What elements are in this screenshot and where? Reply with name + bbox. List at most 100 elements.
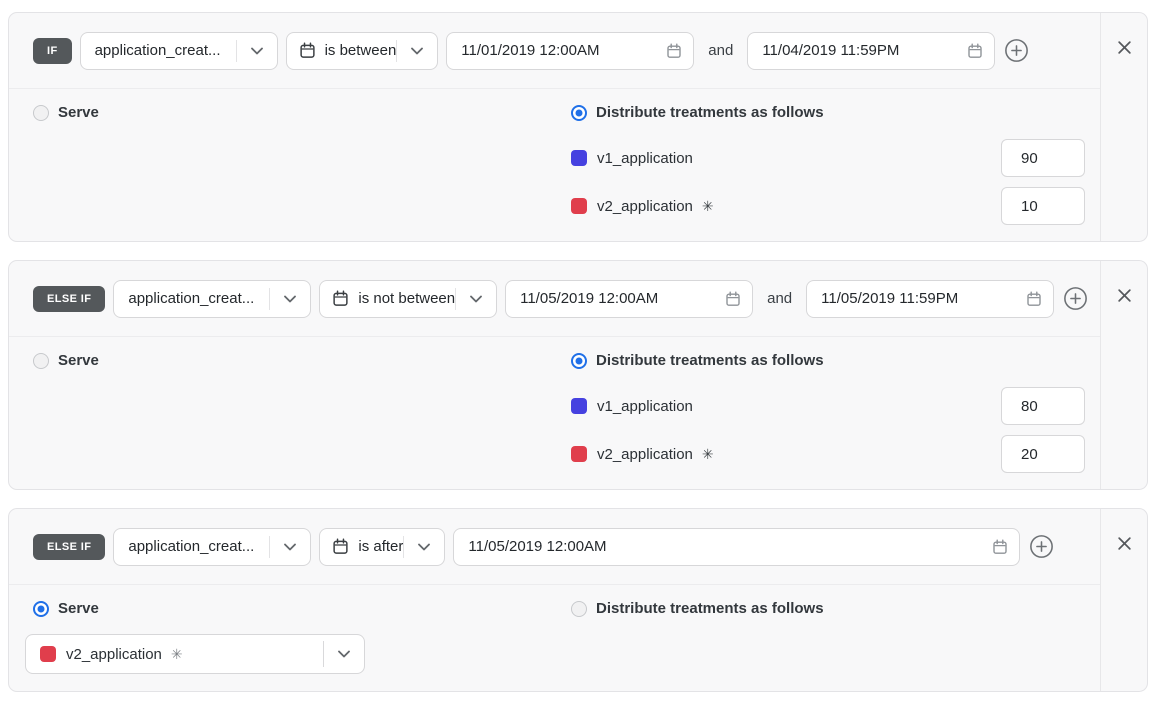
serve-radio[interactable] [33, 352, 49, 369]
targeting-rules-list: IF application_creat... is between [0, 0, 1156, 692]
date-start-input[interactable] [446, 31, 695, 70]
calendar-icon [332, 290, 349, 307]
calendar-icon [332, 538, 349, 555]
treatment-row: v1_application [571, 139, 1085, 177]
serve-radio[interactable] [33, 600, 49, 617]
serve-label: Serve [58, 104, 99, 121]
treatment-name: v2_application [597, 197, 693, 215]
add-condition-button[interactable] [1003, 38, 1029, 64]
distribute-label: Distribute treatments as follows [596, 600, 824, 617]
rule-3-condition-row: ELSE IF application_creat... is after [9, 509, 1100, 585]
dropdown-right [269, 281, 310, 317]
operator-dropdown[interactable]: is between [285, 31, 439, 70]
default-treatment-icon: ✳ [170, 645, 183, 662]
treatment-percentage-input[interactable] [1001, 435, 1085, 473]
operator-dropdown-value: is not between [358, 290, 456, 307]
date-start-input[interactable] [453, 527, 1020, 566]
rule-1-side-strip [1100, 13, 1147, 241]
dropdown-right [323, 635, 364, 673]
treatment-color-swatch [571, 446, 587, 462]
serve-option[interactable]: Serve [33, 104, 99, 121]
rule-2-body: Serve Distribute treatments as follows v… [9, 337, 1100, 489]
serve-option[interactable]: Serve [33, 352, 99, 369]
date-end-field [747, 31, 996, 70]
chevron-down-icon [456, 295, 496, 303]
operator-dropdown-value: is between [324, 42, 397, 59]
delete-rule-button[interactable] [1115, 40, 1133, 58]
add-condition-button[interactable] [1062, 286, 1088, 312]
dropdown-right [396, 33, 437, 69]
rule-1-condition-row: IF application_creat... is between [9, 13, 1100, 89]
treatment-percentage-input[interactable] [1001, 387, 1085, 425]
rule-3-main: ELSE IF application_creat... is after [9, 509, 1100, 691]
operator-dropdown-value: is after [358, 538, 404, 555]
operator-dropdown[interactable]: is after [319, 527, 446, 566]
distribute-radio[interactable] [571, 352, 587, 369]
date-end-input[interactable] [806, 279, 1055, 318]
chevron-down-icon [270, 295, 310, 303]
dropdown-divider [269, 287, 271, 310]
rule-keyword-badge: IF [33, 37, 72, 64]
dropdown-divider [235, 39, 237, 62]
attribute-dropdown[interactable]: application_creat... [113, 527, 312, 566]
rule-card-2: ELSE IF application_creat... is not betw… [8, 260, 1148, 490]
dropdown-divider [396, 39, 398, 62]
delete-rule-button[interactable] [1115, 536, 1133, 554]
chevron-down-icon [270, 543, 310, 551]
serve-treatment-dropdown[interactable]: v2_application ✳ [25, 634, 365, 674]
attribute-dropdown[interactable]: application_creat... [79, 31, 278, 70]
treatment-percentage-input[interactable] [1001, 187, 1085, 225]
default-treatment-icon: ✳ [701, 445, 714, 462]
rule-1-main: IF application_creat... is between [9, 13, 1100, 241]
distribute-radio[interactable] [571, 104, 587, 121]
attribute-dropdown-value: application_creat... [128, 538, 255, 555]
dropdown-divider [323, 641, 324, 667]
attribute-dropdown[interactable]: application_creat... [113, 279, 312, 318]
rule-2-side-strip [1100, 261, 1147, 489]
date-end-input[interactable] [747, 31, 996, 70]
date-start-field [446, 31, 695, 70]
date-start-input[interactable] [505, 279, 754, 318]
date-start-field [453, 527, 1020, 566]
attribute-dropdown-value: application_creat... [128, 290, 255, 307]
treatment-color-swatch [571, 198, 587, 214]
dropdown-right [455, 281, 496, 317]
treatment-name: v2_application [597, 445, 693, 463]
serve-radio[interactable] [33, 104, 49, 121]
treatment-row: v2_application ✳ [571, 187, 1085, 225]
rule-keyword-badge: ELSE IF [33, 533, 106, 560]
and-label: and [708, 42, 734, 59]
date-end-field [806, 279, 1055, 318]
distribute-option[interactable]: Distribute treatments as follows [571, 104, 824, 121]
dropdown-divider [269, 535, 271, 558]
distribute-label: Distribute treatments as follows [596, 352, 824, 369]
dropdown-divider [403, 535, 405, 558]
chevron-down-icon [237, 47, 277, 55]
dropdown-right [269, 529, 310, 565]
distribute-label: Distribute treatments as follows [596, 104, 824, 121]
delete-rule-button[interactable] [1115, 288, 1133, 306]
rule-3-side-strip [1100, 509, 1147, 691]
serve-label: Serve [58, 352, 99, 369]
add-condition-button[interactable] [1028, 534, 1054, 560]
calendar-icon [299, 42, 316, 59]
treatment-row: v1_application [571, 387, 1085, 425]
default-treatment-icon: ✳ [701, 197, 714, 214]
attribute-dropdown-value: application_creat... [94, 42, 221, 59]
dropdown-divider [455, 287, 457, 310]
rule-keyword-badge: ELSE IF [33, 285, 106, 312]
treatment-percentage-input[interactable] [1001, 139, 1085, 177]
distribute-option[interactable]: Distribute treatments as follows [571, 600, 824, 617]
serve-option[interactable]: Serve [33, 600, 99, 617]
rule-2-main: ELSE IF application_creat... is not betw… [9, 261, 1100, 489]
distribute-radio[interactable] [571, 600, 587, 617]
treatment-color-swatch [571, 150, 587, 166]
distribute-option[interactable]: Distribute treatments as follows [571, 352, 824, 369]
serve-label: Serve [58, 600, 99, 617]
treatment-color-swatch [40, 646, 56, 662]
treatment-color-swatch [571, 398, 587, 414]
operator-dropdown[interactable]: is not between [319, 279, 498, 318]
treatment-name: v1_application [597, 397, 693, 415]
chevron-down-icon [404, 543, 444, 551]
rule-1-body: Serve Distribute treatments as follows v… [9, 89, 1100, 241]
